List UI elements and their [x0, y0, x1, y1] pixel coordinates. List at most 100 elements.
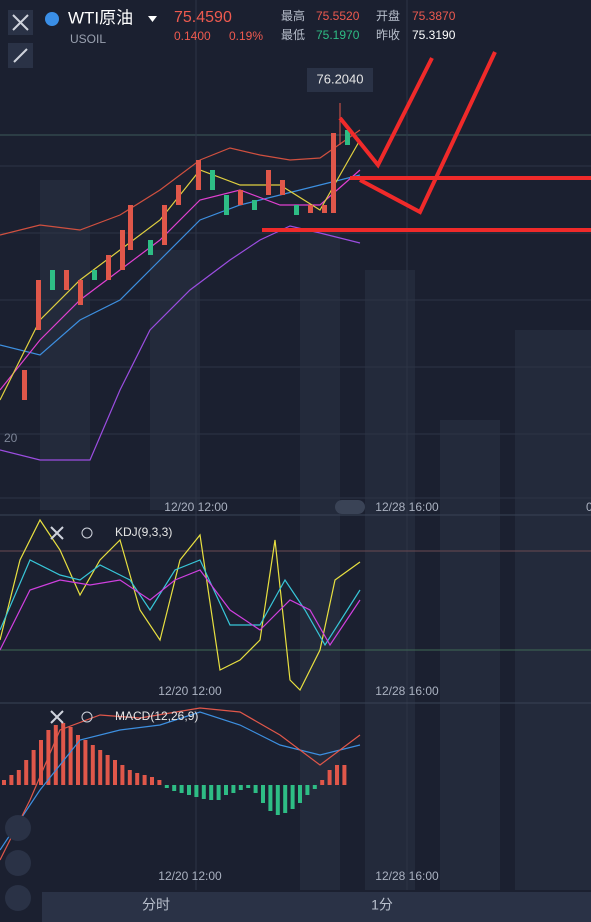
macd-bar	[275, 785, 280, 815]
shape	[210, 170, 215, 190]
symbol[interactable]: WTI原油	[68, 8, 133, 27]
macd-bar	[238, 785, 243, 790]
shape	[338, 57, 434, 169]
stat-label: 开盘	[376, 8, 400, 23]
macd-bar	[90, 745, 95, 785]
shape	[0, 174, 361, 356]
stat-label: 最低	[281, 28, 305, 42]
macd-bar	[164, 785, 169, 788]
tool-button[interactable]	[5, 885, 31, 911]
macd-bar	[68, 727, 73, 785]
close-indicator[interactable]	[50, 526, 64, 540]
macd-bar	[24, 760, 29, 785]
shape	[224, 195, 229, 215]
macd-bar	[83, 740, 88, 785]
macd-bar	[231, 785, 236, 793]
macd-bar	[150, 777, 154, 785]
tab[interactable]: 分时	[142, 897, 170, 913]
macd-bar	[327, 770, 332, 785]
macd-bar	[261, 785, 265, 803]
macd-bar	[335, 765, 339, 785]
price-tooltip	[307, 68, 373, 92]
annotation-arrows	[262, 51, 591, 232]
macd-bar	[320, 780, 325, 785]
macd-bar	[201, 785, 206, 799]
shape	[300, 230, 340, 890]
shape	[22, 370, 27, 400]
macd-lines	[0, 707, 361, 861]
tab[interactable]: 1分	[371, 897, 393, 913]
shape	[78, 280, 83, 305]
macd-bar	[298, 785, 302, 803]
shape	[150, 250, 200, 510]
settings-icon[interactable]	[81, 711, 93, 723]
grid	[0, 0, 591, 890]
candles	[22, 103, 350, 400]
macd-title: MACD(12,26,9)	[115, 709, 198, 723]
stat-value: 75.3190	[412, 28, 456, 42]
symbol-icon	[45, 12, 59, 26]
shape	[308, 205, 313, 213]
shape	[92, 270, 97, 280]
shape	[162, 205, 167, 245]
shape	[176, 185, 181, 205]
macd-bar	[16, 770, 21, 785]
macd-bar	[31, 750, 36, 785]
shape	[359, 51, 497, 215]
price: 75.4590	[174, 9, 232, 26]
settings-icon[interactable]	[81, 527, 93, 539]
kdj-title: KDJ(9,3,3)	[115, 525, 172, 539]
x-label: 12/20 12:00	[158, 684, 222, 698]
x-label: 12/28 16:00	[375, 869, 439, 883]
macd-bar	[216, 785, 221, 800]
shape	[120, 230, 125, 270]
macd-bar	[76, 735, 80, 785]
shape	[0, 707, 361, 861]
macd-bar	[120, 765, 125, 785]
x-label: 12/20 12:00	[158, 869, 222, 883]
shape	[280, 180, 285, 195]
macd-bar	[268, 785, 273, 811]
macd-bar	[142, 775, 147, 785]
tool-button[interactable]	[5, 850, 31, 876]
shape	[322, 205, 327, 213]
change-pct: 0.19%	[229, 29, 263, 43]
shape	[196, 160, 201, 190]
macd-bar	[9, 775, 14, 785]
shape	[294, 205, 299, 215]
shape	[64, 270, 69, 290]
kdj-lines	[0, 518, 361, 692]
macd-bar	[305, 785, 310, 795]
shape	[0, 518, 361, 692]
x-label: 12/28 16:00	[375, 500, 439, 514]
macd-bar	[290, 785, 295, 809]
stat-label: 昨收	[376, 28, 400, 42]
close-icon	[12, 14, 29, 31]
macd-histogram	[2, 723, 347, 815]
macd-bar	[187, 785, 191, 795]
scroll-handle[interactable]	[335, 500, 365, 514]
tool-button[interactable]	[5, 815, 31, 841]
shape	[266, 170, 271, 195]
macd-bar	[172, 785, 177, 791]
shape	[440, 420, 500, 890]
tab-bar	[42, 892, 591, 922]
macd-bar	[209, 785, 214, 800]
macd-bar	[179, 785, 184, 793]
macd-bar	[157, 780, 162, 785]
dropdown-arrow[interactable]	[148, 16, 157, 22]
close-indicator[interactable]	[50, 710, 64, 724]
macd-bar	[53, 725, 58, 785]
macd-bar	[113, 760, 117, 785]
macd-bar	[39, 740, 43, 785]
macd-bar	[98, 750, 103, 785]
symbol-code: USOIL	[70, 32, 106, 46]
shape	[252, 200, 257, 210]
shrink-icon	[13, 48, 28, 63]
shape	[36, 280, 41, 330]
shape	[0, 569, 361, 651]
stat-value: 75.1970	[316, 28, 360, 42]
stat-value: 75.3870	[412, 9, 456, 23]
shape	[0, 559, 361, 647]
